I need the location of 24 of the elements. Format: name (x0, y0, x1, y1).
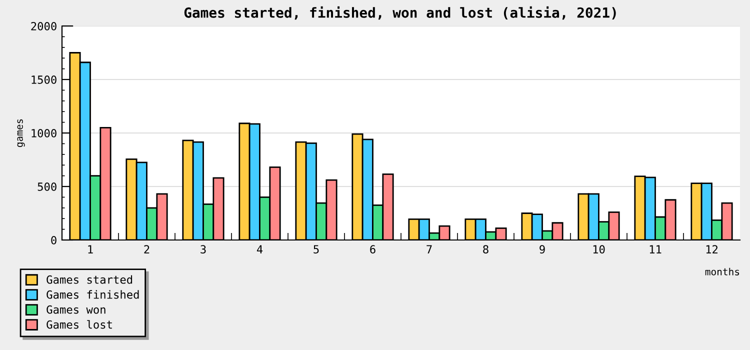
x-tick-label: 3 (200, 245, 206, 254)
chart-title: Games started, finished, won and lost (alisia, 2021) (184, 6, 616, 20)
y-axis-title: games (17, 119, 25, 148)
x-tick-label: 9 (540, 245, 545, 254)
legend-label: Games won (46, 305, 106, 314)
legend-label: Games started (46, 275, 132, 284)
y-tick-label: 1500 (32, 76, 56, 84)
x-tick-label: 11 (650, 245, 662, 254)
x-tick-label: 1 (88, 245, 93, 254)
x-tick-label: 7 (426, 245, 432, 254)
x-tick-label: 8 (483, 245, 488, 254)
y-tick-label: 0 (51, 236, 56, 244)
y-tick-label: 1000 (32, 129, 56, 138)
x-tick-label: 4 (256, 245, 263, 254)
x-tick-label: 10 (593, 245, 605, 254)
y-tick-label: 2000 (31, 22, 56, 30)
x-tick-label: 5 (314, 245, 319, 254)
y-tick-label: 500 (38, 182, 56, 191)
x-tick-label: 12 (706, 245, 718, 254)
x-tick-label: 6 (370, 245, 376, 254)
x-tick-label: 2 (144, 245, 150, 254)
legend-label: Games lost (46, 320, 112, 329)
legend-label: Games finished (46, 290, 139, 299)
x-axis-title: months (705, 268, 740, 276)
